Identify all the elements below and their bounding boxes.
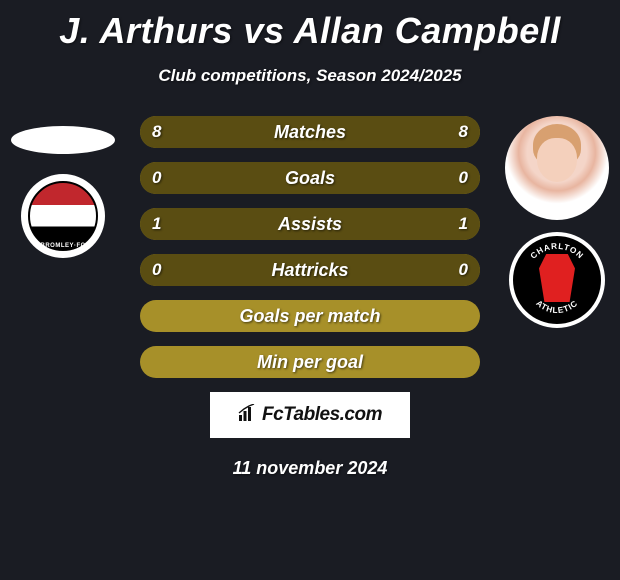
stat-value-right: 1: [459, 214, 468, 234]
stat-value-left: 1: [152, 214, 161, 234]
svg-text:CHARLTON: CHARLTON: [529, 242, 586, 261]
stat-label: Goals: [285, 168, 335, 189]
stat-label: Goals per match: [239, 306, 380, 327]
stat-fill-right: [310, 162, 480, 194]
stat-value-right: 0: [459, 260, 468, 280]
player-left-photo: [11, 126, 115, 154]
stat-row: 1 1 Assists: [140, 208, 480, 240]
player-right-column: CHARLTON ATHLETIC: [502, 116, 612, 328]
stat-row: Goals per match: [140, 300, 480, 332]
club-badge-right: CHARLTON ATHLETIC: [509, 232, 605, 328]
page-title: J. Arthurs vs Allan Campbell: [0, 0, 620, 52]
subtitle: Club competitions, Season 2024/2025: [0, 66, 620, 86]
stat-row: Min per goal: [140, 346, 480, 378]
stat-label: Assists: [278, 214, 342, 235]
stat-label: Min per goal: [257, 352, 363, 373]
comparison-panel: CHARLTON ATHLETIC 8 8 Matches 0 0 Goals 1 1 Assi…: [0, 116, 620, 479]
charlton-badge-svg: CHARLTON ATHLETIC: [513, 236, 601, 324]
stat-value-right: 0: [459, 168, 468, 188]
player-right-photo: [505, 116, 609, 220]
stat-label: Matches: [274, 122, 346, 143]
club-badge-left: [21, 174, 105, 258]
date-label: 11 november 2024: [0, 458, 620, 479]
brand-logo-icon: [238, 404, 258, 427]
stat-row: 0 0 Goals: [140, 162, 480, 194]
stat-label: Hattricks: [271, 260, 348, 281]
player-left-column: [8, 116, 118, 258]
stat-row: 8 8 Matches: [140, 116, 480, 148]
svg-text:ATHLETIC: ATHLETIC: [534, 299, 579, 315]
stats-list: 8 8 Matches 0 0 Goals 1 1 Assists 0 0 Hattricks Goal…: [140, 116, 480, 378]
stat-value-right: 8: [459, 122, 468, 142]
stat-value-left: 0: [152, 168, 161, 188]
stat-value-left: 8: [152, 122, 161, 142]
stat-row: 0 0 Hattricks: [140, 254, 480, 286]
branding-badge[interactable]: FcTables.com: [210, 392, 410, 438]
stat-value-left: 0: [152, 260, 161, 280]
brand-text: FcTables.com: [262, 404, 382, 426]
